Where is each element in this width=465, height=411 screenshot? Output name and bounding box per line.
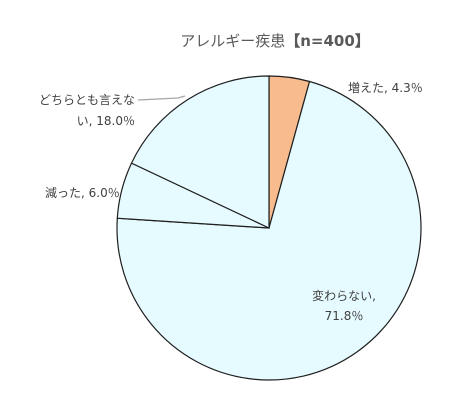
data-label-1: 増えた, 4.3％ — [348, 81, 423, 95]
data-label-4-line-1: どちらとも言えな — [39, 93, 135, 107]
pie-slice-2 — [116, 80, 422, 381]
data-label-2-line-1: 変わらない, — [312, 288, 376, 303]
data-label-3-line-1: 減った, 6.0％ — [45, 185, 120, 200]
data-label-2-line-2: 71.8％ — [325, 309, 364, 323]
pie-slices — [116, 75, 422, 381]
chart-title: アレルギー疾患【n=400】 — [180, 32, 370, 50]
data-label-1-line-1: 増えた, 4.3％ — [348, 81, 423, 95]
chart-title-main: アレルギー疾患 — [180, 32, 285, 50]
data-label-4: どちらとも言えない, 18.0％ — [39, 93, 135, 128]
data-label-4-line-2: い, 18.0％ — [77, 114, 135, 128]
pie-slice-4 — [130, 75, 270, 229]
pie-labels: 増えた, 4.3％ 変わらない, 71.8％ 減った, 6.0％ どちらとも言えない, … — [39, 81, 423, 323]
leader-line-4 — [137, 95, 186, 101]
data-label-3: 減った, 6.0％ — [45, 185, 120, 200]
chart-title-sample: 【n=400】 — [285, 32, 370, 50]
data-label-2: 変わらない, 71.8％ — [312, 288, 376, 323]
